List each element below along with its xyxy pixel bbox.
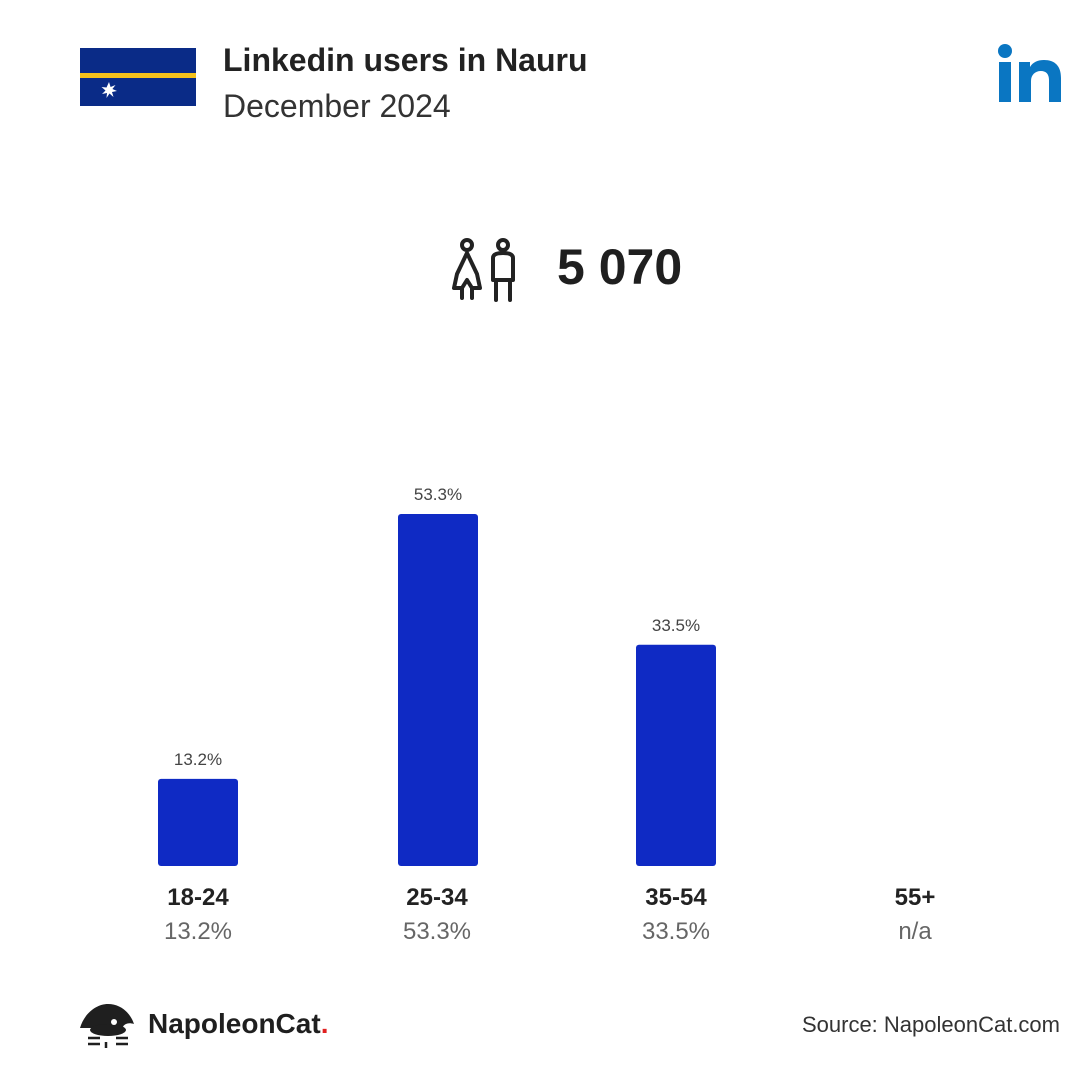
- page-subtitle: December 2024: [223, 88, 451, 124]
- category-35-54: 35-54 33.5%: [596, 884, 756, 946]
- brand-name: NapoleonCat.: [148, 1008, 328, 1040]
- category-value: 33.5%: [641, 918, 711, 945]
- bar-25-34: [398, 514, 478, 866]
- brand-text: NapoleonCat: [148, 1008, 321, 1039]
- data-label-18-24: 13.2%: [174, 750, 222, 769]
- data-label-25-34: 53.3%: [414, 485, 462, 504]
- age-distribution-chart: 13.2% 53.3% 33.5%: [158, 485, 716, 866]
- category-label: 35-54: [645, 884, 707, 911]
- category-label: 55+: [894, 884, 936, 911]
- linkedin-logo-icon: [998, 44, 1061, 102]
- page-title: Linkedin users in Nauru: [223, 42, 588, 78]
- bar-35-54: [636, 644, 716, 866]
- source-label: Source: NapoleonCat.com: [801, 1012, 1060, 1037]
- category-25-34: 25-34 53.3%: [357, 884, 517, 946]
- nauru-flag-icon: [80, 48, 196, 106]
- people-icon: [452, 238, 515, 302]
- category-label: 25-34: [406, 884, 468, 911]
- category-18-24: 18-24 13.2%: [118, 884, 278, 946]
- napoleoncat-logo-icon: [80, 1004, 134, 1048]
- data-label-35-54: 33.5%: [652, 616, 700, 635]
- bar-18-24: [158, 778, 238, 866]
- category-label: 18-24: [167, 884, 229, 911]
- category-value: 53.3%: [402, 918, 472, 945]
- total-users-value: 5 070: [557, 239, 683, 295]
- brand-dot: .: [320, 1008, 329, 1039]
- category-value: 13.2%: [163, 918, 233, 945]
- category-55-plus: 55+ n/a: [835, 884, 995, 946]
- category-value: n/a: [898, 918, 932, 945]
